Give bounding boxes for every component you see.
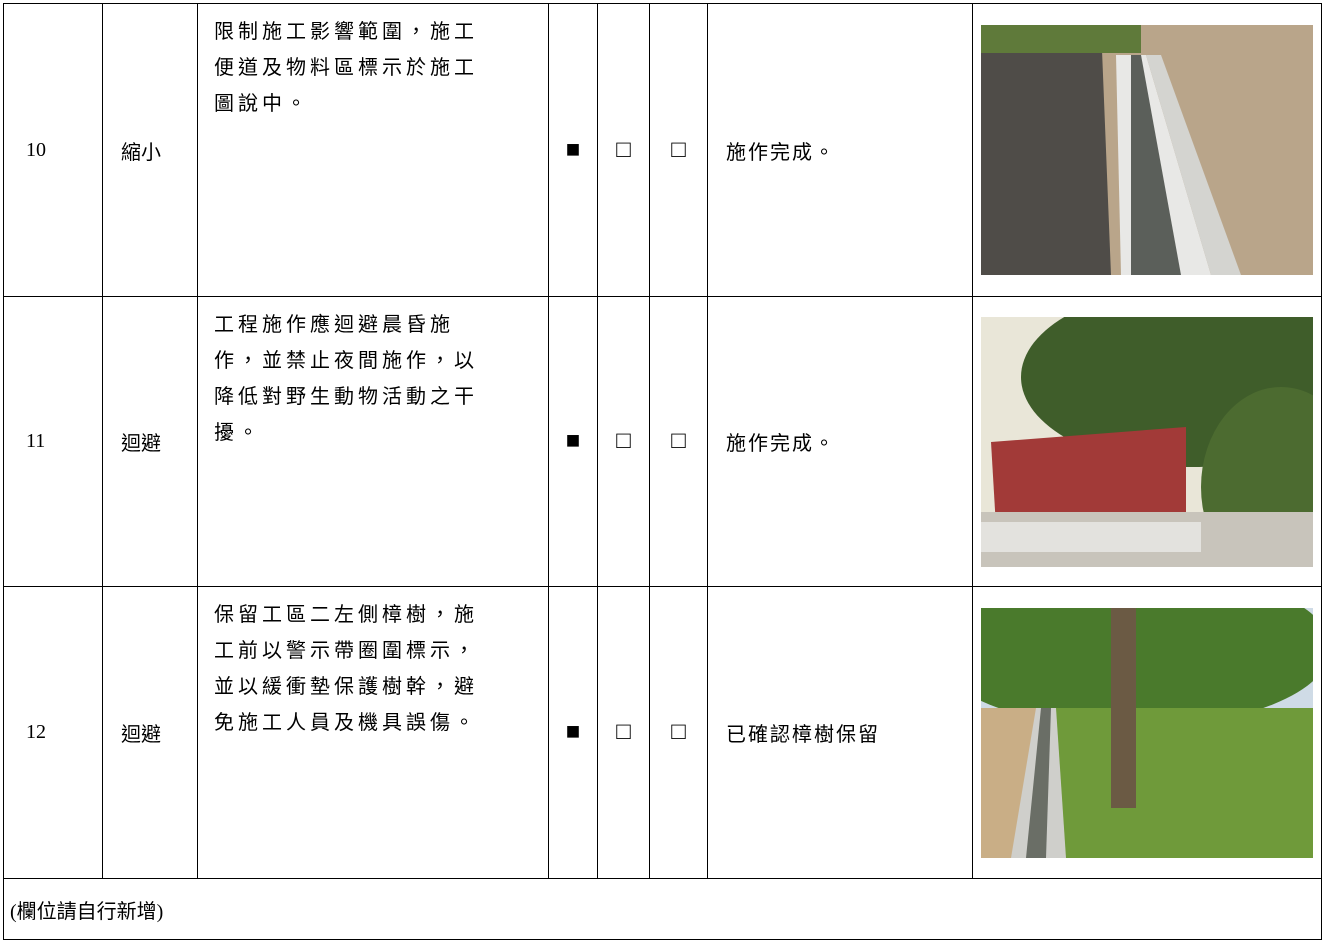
photo xyxy=(981,25,1313,275)
photo-cell xyxy=(972,296,1322,587)
row-number: 11 xyxy=(3,296,103,587)
measures-table: 10 縮小 限制施工影響範圍，施工 便道及物料區標示於施工 圖說中。 ■ □ □ 施作完成。 11… xyxy=(3,3,1322,940)
footer-note: (欄位請自行新增) xyxy=(3,878,1322,940)
checkbox: ■ xyxy=(548,296,598,587)
description-line: 降低對野生動物活動之干 xyxy=(214,386,478,408)
description-line: 作，並禁止夜間施作，以 xyxy=(214,350,478,372)
result: 施作完成。 xyxy=(707,3,973,297)
table-row: 11 迴避 工程施作應迴避晨昏施 作，並禁止夜間施作，以 降低對野生動物活動之干 擾。 ■ □… xyxy=(3,296,1322,587)
result: 施作完成。 xyxy=(707,296,973,587)
description-line: 工程施作應迴避晨昏施 xyxy=(214,314,454,336)
photo-shape xyxy=(991,426,1186,527)
measure-type: 迴避 xyxy=(102,296,198,587)
description-line: 工前以警示帶圈圍標示， xyxy=(214,640,478,662)
description-line: 限制施工影響範圍，施工 xyxy=(214,21,478,43)
description-line: 並以緩衝墊保護樹幹，避 xyxy=(214,676,478,698)
description-line: 保留工區二左側樟樹，施 xyxy=(214,604,478,626)
photo-shape xyxy=(1026,707,1051,858)
measure-description: 限制施工影響範圍，施工 便道及物料區標示於施工 圖說中。 xyxy=(197,3,549,297)
checkbox: □ xyxy=(649,296,708,587)
checkbox: □ xyxy=(597,586,650,879)
measure-type: 縮小 xyxy=(102,3,198,297)
measure-description: 工程施作應迴避晨昏施作，並禁止夜間施作，以 降低對野生動物活動之干 擾。 xyxy=(197,296,549,587)
table-body: 10 縮小 限制施工影響範圍，施工 便道及物料區標示於施工 圖說中。 ■ □ □ 施作完成。 11… xyxy=(3,3,1322,940)
photo-shape xyxy=(1146,55,1241,275)
photo-shape xyxy=(1131,55,1181,275)
photo-cell xyxy=(972,3,1322,297)
description-line: 免施工人員及機具誤傷。 xyxy=(214,712,478,734)
checkbox: □ xyxy=(649,3,708,297)
description-line: 圖說中。 xyxy=(214,93,310,115)
photo-shape xyxy=(1111,607,1136,808)
row-number: 12 xyxy=(3,586,103,879)
photo-cell xyxy=(972,586,1322,879)
photo-shape xyxy=(981,25,1141,53)
photo xyxy=(981,316,1313,567)
checkbox: ■ xyxy=(548,586,598,879)
row-number: 10 xyxy=(3,3,103,297)
checkbox: □ xyxy=(649,586,708,879)
photo-shape xyxy=(981,521,1201,552)
footer-row: (欄位請自行新增) xyxy=(3,878,1322,940)
table-row: 10 縮小 限制施工影響範圍，施工 便道及物料區標示於施工 圖說中。 ■ □ □ 施作完成。 xyxy=(3,3,1322,297)
checkbox: □ xyxy=(597,296,650,587)
description-line: 便道及物料區標示於施工 xyxy=(214,57,478,79)
measure-type: 迴避 xyxy=(102,586,198,879)
photo xyxy=(981,607,1313,858)
photo-shape xyxy=(981,25,1111,275)
checkbox: ■ xyxy=(548,3,598,297)
result: 已確認樟樹保留 xyxy=(707,586,973,879)
table-row: 12 迴避 保留工區二左側樟樹，施 工前以警示帶圈圍標示， 並以緩衝墊保護樹幹，避 免施工… xyxy=(3,586,1322,879)
photo-shape xyxy=(981,607,1313,728)
description-line: 擾。 xyxy=(214,422,262,444)
checkbox: □ xyxy=(597,3,650,297)
measure-description: 保留工區二左側樟樹，施 工前以警示帶圈圍標示， 並以緩衝墊保護樹幹，避 免施工人員及機… xyxy=(197,586,549,879)
